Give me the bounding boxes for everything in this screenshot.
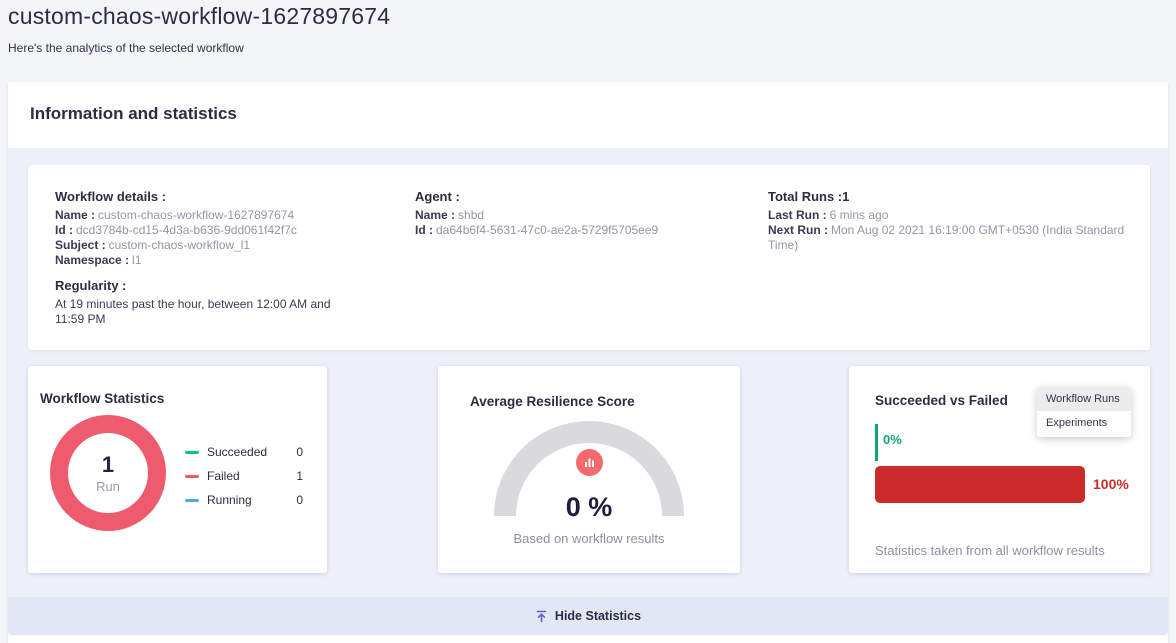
running-dash-icon [185,498,199,502]
results-source-menu: Workflow Runs Experiments [1037,387,1131,437]
agent-id-row: Id : da64b6f4-5631-47c0-ae2a-5729f5705ee9 [415,223,745,238]
failed-bar [875,466,1085,503]
donut-center-value: 1 [101,451,115,477]
field-value: dcd3784b-cd15-4d3a-b636-9dd061f42f7c [76,223,297,237]
runs-donut-chart: 1 Run [50,415,166,531]
legend-row-failed: Failed 1 [185,464,303,488]
succeeded-bar [875,424,878,461]
field-value: custom-chaos-workflow_l1 [108,238,251,252]
agent-name-row: Name : shbd [415,208,745,223]
succeeded-dash-icon [185,450,199,454]
regularity-text: At 19 minutes past the hour, between 12:… [55,297,331,326]
field-value: Mon Aug 02 2021 16:19:00 GMT+0530 (India… [768,223,1125,252]
information-statistics-card: Information and statistics Workflow deta… [8,82,1168,643]
field-label: Id : [55,223,73,237]
svf-footer-note: Statistics taken from all workflow resul… [875,543,1105,558]
page-title: custom-chaos-workflow-1627897674 [8,3,391,29]
field-label: Namespace : [55,253,130,267]
total-runs-heading: Total Runs :1 [768,189,1148,204]
runs-column: Total Runs :1 Last Run :6 mins ago Next … [768,189,1148,253]
legend-label: Failed [207,469,240,483]
workflow-details-heading: Workflow details : [55,189,166,204]
workflow-namespace-row: Namespace : l1 [55,253,385,268]
workflow-subject-row: Subject : custom-chaos-workflow_l1 [55,238,385,253]
menu-item-experiments[interactable]: Experiments [1046,417,1108,429]
field-value: shbd [458,208,485,222]
workflow-statistics-title: Workflow Statistics [40,391,165,406]
workflow-id-row: Id : dcd3784b-cd15-4d3a-b636-9dd061f42f7c [55,223,385,238]
menu-item-workflow-runs[interactable]: Workflow Runs [1037,387,1131,411]
legend-value: 0 [296,493,303,507]
agent-column: Agent : Name : shbd Id : da64b6f4-5631-47c… [415,189,745,238]
resilience-caption: Based on workflow results [513,531,665,546]
resilience-score-card: Average Resilience Score 0 % Based on wo… [438,366,740,573]
resilience-score-value: 0 % [565,492,613,522]
workflow-name-row: Name : custom-chaos-workflow-1627897674 [55,208,385,223]
next-run-row: Next Run : Mon Aug 02 2021 16:19:00 GMT+0… [768,223,1148,253]
statistics-panel: Workflow details : Name : custom-chaos-wo… [8,148,1168,597]
succeeded-vs-failed-title: Succeeded vs Failed [875,393,1008,408]
total-runs-value: 1 [842,189,850,204]
donut-center-label: Run [96,478,120,494]
field-value: custom-chaos-workflow-1627897674 [98,208,295,222]
field-value: l1 [132,253,142,267]
hide-statistics-button[interactable]: Hide Statistics [8,597,1168,635]
succeeded-vs-failed-card: Succeeded vs Failed Workflow Runs Experi… [849,366,1150,573]
regularity-heading: Regularity : [55,278,127,293]
resilience-title: Average Resilience Score [470,394,635,409]
agent-heading: Agent : [415,189,460,204]
legend-row-running: Running 0 [185,488,303,512]
failed-dash-icon [185,474,199,478]
bar-chart-icon [576,449,603,476]
field-value: da64b6f4-5631-47c0-ae2a-5729f5705ee9 [436,223,659,237]
field-label: Subject : [55,238,106,252]
legend-label: Running [207,493,252,507]
succeeded-percentage: 0% [883,432,902,447]
field-label: Next Run : [768,223,828,237]
total-runs-label: Total Runs : [768,189,843,204]
regularity-block: Regularity : At 19 minutes past the hour… [55,278,355,327]
section-title: Information and statistics [30,104,237,123]
donut-legend: Succeeded 0 Failed 1 Running 0 [185,440,303,512]
workflow-details-column: Workflow details : Name : custom-chaos-wo… [55,189,385,268]
collapse-up-icon [536,610,547,622]
legend-value: 0 [296,445,303,459]
resilience-gauge [494,421,684,516]
field-label: Id : [415,223,433,237]
failed-percentage: 100% [1093,476,1129,492]
page-subtitle: Here's the analytics of the selected wor… [8,41,244,55]
legend-label: Succeeded [207,445,268,459]
workflow-statistics-card: Workflow Statistics 1 Run Succeeded 0 Fa… [28,366,327,573]
field-label: Name : [55,208,96,222]
legend-row-succeeded: Succeeded 0 [185,440,303,464]
field-value: 6 mins ago [829,208,889,222]
field-label: Name : [415,208,456,222]
legend-value: 1 [296,469,303,483]
hide-statistics-label: Hide Statistics [554,609,642,623]
field-label: Last Run : [768,208,827,222]
last-run-row: Last Run :6 mins ago [768,208,1148,223]
workflow-info-box: Workflow details : Name : custom-chaos-wo… [28,165,1150,350]
